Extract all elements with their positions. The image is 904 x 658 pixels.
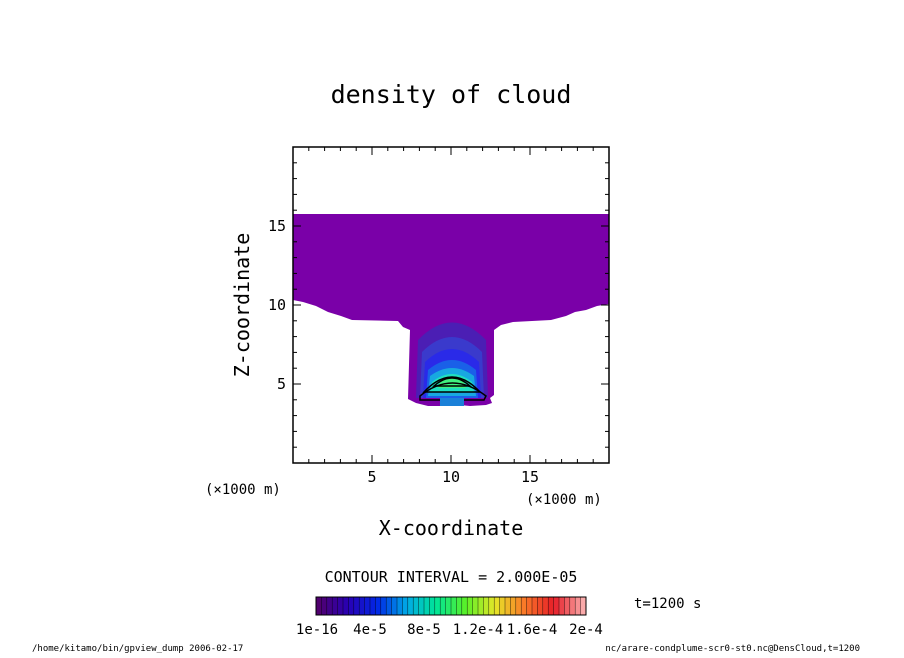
colorbar-frame (315, 596, 587, 616)
colorbar-segment (559, 597, 565, 615)
x-axis-label: X-coordinate (379, 516, 524, 540)
y-axis-label: Z-coordinate (230, 233, 254, 378)
time-label: t=1200 s (634, 596, 701, 612)
colorbar-segment (483, 597, 490, 615)
contour-interval-text: CONTOUR INTERVAL = 2.000E-05 (325, 568, 578, 586)
colorbar-segment (370, 597, 376, 615)
colorbar-segment (380, 597, 387, 615)
colorbar-segment (402, 597, 409, 615)
colorbar-segment (532, 597, 538, 615)
colorbar-segment (445, 597, 452, 615)
colorbar-segment (337, 597, 344, 615)
colorbar-segment (575, 597, 581, 615)
chart-title: density of cloud (331, 80, 572, 109)
colorbar-segment (548, 597, 554, 615)
y-tick-label: 5 (277, 375, 286, 393)
colorbar-segment (569, 597, 576, 615)
colorbar-segment (451, 597, 457, 615)
y-tick-label: 10 (268, 296, 286, 314)
colorbar-segment (537, 597, 544, 615)
colorbar-segment (564, 597, 571, 615)
colorbar-segment (429, 597, 436, 615)
colorbar-segment (526, 597, 533, 615)
colorbar-segment (580, 597, 587, 615)
colorbar-segment (353, 597, 360, 615)
colorbar-segment (343, 597, 349, 615)
colorbar-segment (397, 597, 403, 615)
colorbar-segment (440, 597, 446, 615)
x-tick-label: 10 (442, 468, 460, 486)
y-tick-label: 15 (268, 217, 286, 235)
colorbar-segment (316, 597, 322, 615)
colorbar-segment (521, 597, 527, 615)
colorbar-segment (472, 597, 479, 615)
colorbar-segment (510, 597, 517, 615)
colorbar-label: 4e-5 (353, 622, 387, 638)
colorbar-segment (505, 597, 511, 615)
colorbar-label: 1e-16 (296, 622, 338, 638)
plume-base-block (440, 398, 464, 406)
colorbar-segment (375, 597, 382, 615)
footer-left: /home/kitamo/bin/gpview_dump 2006-02-17 (32, 644, 243, 654)
cloud-layer-low-density (293, 214, 609, 406)
x-tick-label: 5 (367, 468, 376, 486)
colorbar-segment (418, 597, 425, 615)
colorbar-segment (488, 597, 495, 615)
colorbar-segment (332, 597, 338, 615)
colorbar-label: 1.2e-4 (453, 622, 504, 638)
colorbar-segment (326, 597, 333, 615)
colorbar-segment (434, 597, 441, 615)
y-scale-label: (×1000 m) (205, 482, 281, 498)
colorbar-label: 8e-5 (407, 622, 441, 638)
colorbar-segment (553, 597, 560, 615)
colorbar-segment (542, 597, 549, 615)
colorbar-segment (348, 597, 355, 615)
colorbar-segment (413, 597, 419, 615)
colorbar-segment (359, 597, 365, 615)
colorbar-segment (391, 597, 398, 615)
colorbar-segment (478, 597, 484, 615)
colorbar (315, 597, 587, 615)
colorbar-segment (364, 597, 371, 615)
axis-ticks (293, 147, 609, 463)
colorbar-segment (461, 597, 468, 615)
cloud-field (293, 214, 609, 406)
colorbar-segment (494, 597, 500, 615)
colorbar-segment (499, 597, 506, 615)
x-scale-label: (×1000 m) (526, 492, 602, 508)
plume-contour-line-3 (419, 382, 487, 401)
colorbar-segment (321, 597, 328, 615)
colorbar-segment (467, 597, 473, 615)
x-tick-label: 15 (521, 468, 539, 486)
colorbar-label: 1.6e-4 (507, 622, 558, 638)
colorbar-segment (424, 597, 430, 615)
colorbar-segment (407, 597, 414, 615)
colorbar-segment (386, 597, 392, 615)
colorbar-segment (515, 597, 522, 615)
footer-right: nc/arare-condplume-scr0-st0.nc@DensCloud… (605, 644, 860, 654)
colorbar-label: 2e-4 (569, 622, 603, 638)
colorbar-segment (456, 597, 463, 615)
